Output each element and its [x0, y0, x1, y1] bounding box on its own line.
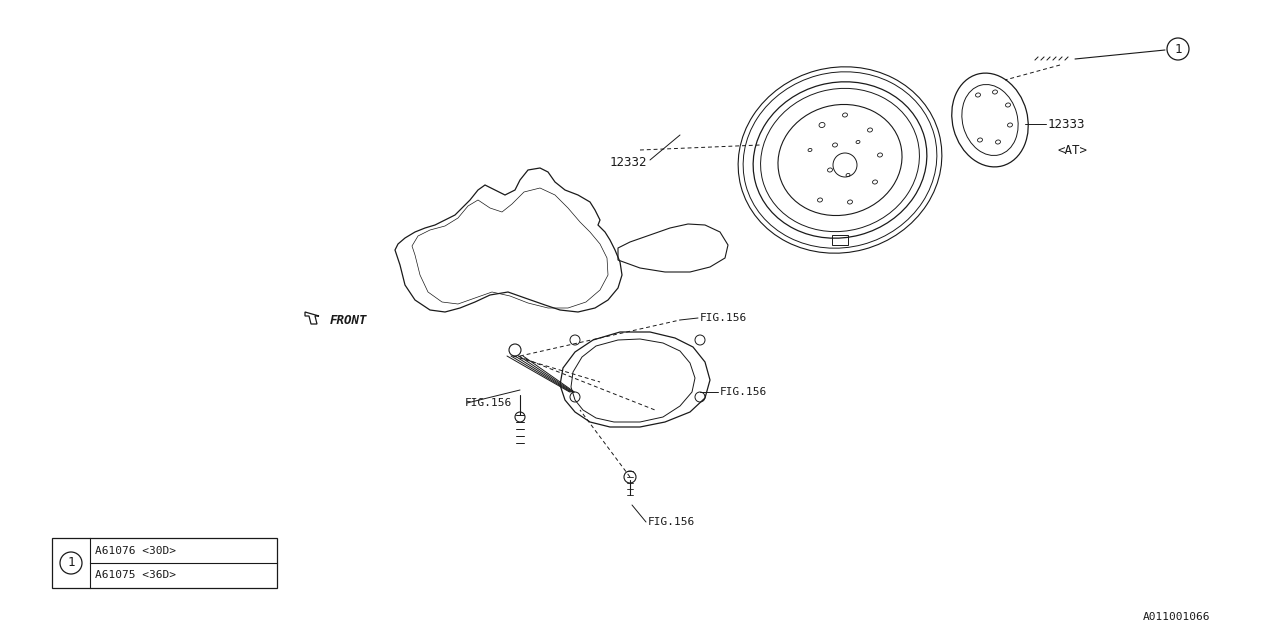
Text: 1: 1 [1174, 42, 1181, 56]
Text: A011001066: A011001066 [1143, 612, 1210, 622]
Text: 12333: 12333 [1048, 118, 1085, 131]
Text: FIG.156: FIG.156 [700, 313, 748, 323]
Text: FIG.156: FIG.156 [721, 387, 767, 397]
Text: 1: 1 [68, 557, 74, 570]
Text: FIG.156: FIG.156 [465, 398, 512, 408]
Text: FRONT: FRONT [330, 314, 367, 326]
Text: <AT>: <AT> [1059, 143, 1088, 157]
Bar [52, 538, 276, 588]
Text: A61076 <30D>: A61076 <30D> [95, 545, 177, 556]
Text: 12332: 12332 [611, 156, 648, 168]
Text: FIG.156: FIG.156 [648, 517, 695, 527]
Text: A61075 <36D>: A61075 <36D> [95, 570, 177, 580]
